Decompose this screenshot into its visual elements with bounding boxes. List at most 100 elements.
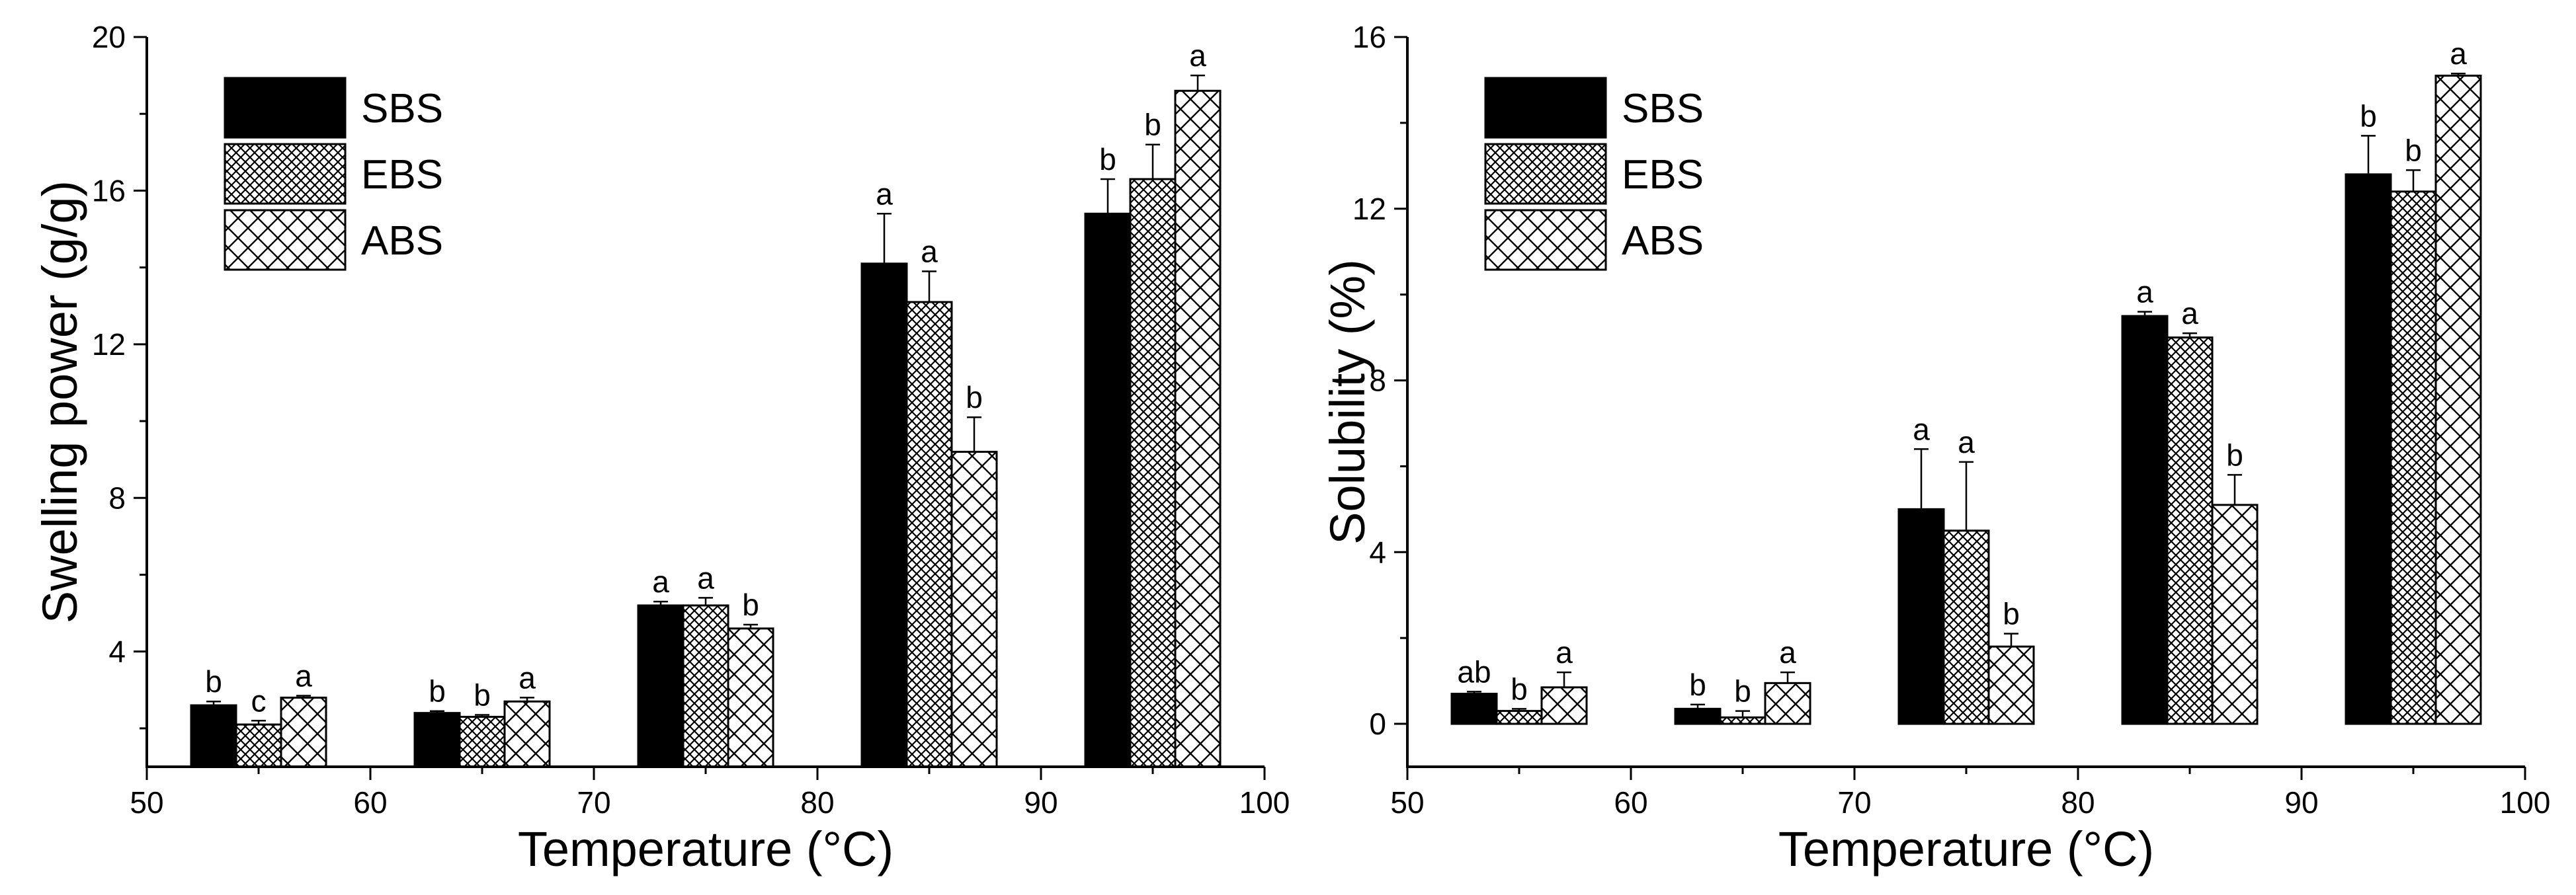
solubility-y-tick-label: 0 (1369, 707, 1386, 741)
swelling-bar-abs-65 (503, 700, 551, 768)
swelling-y-tick-label: 20 (92, 20, 126, 54)
solubility-significance-label: b (2226, 438, 2243, 472)
solubility-legend-swatch-ebs (1484, 143, 1607, 205)
swelling-error-bar-abs-65 (520, 697, 534, 702)
solubility-bar-abs-55 (1540, 686, 1588, 725)
solubility-x-axis-title: Temperature (°C) (1778, 822, 2154, 876)
solubility-error-bar-sbs-95 (2361, 135, 2376, 175)
solubility-bar-ebs-85 (2166, 336, 2214, 725)
swelling-significance-label: a (876, 176, 893, 211)
solubility-significance-label: b (2360, 98, 2377, 133)
swelling-legend-label-abs: ABS (361, 218, 443, 264)
swelling-bar-ebs-95 (1129, 178, 1177, 768)
swelling-bar-abs-95 (1174, 89, 1222, 768)
swelling-error-bar-sbs-55 (206, 700, 221, 706)
solubility-error-bar-abs-95 (2451, 72, 2466, 76)
swelling-bar-abs-55 (280, 696, 327, 768)
solubility-bar-ebs-75 (1942, 529, 1990, 725)
swelling-x-tick-label: 70 (577, 785, 610, 820)
swelling-significance-label: b (966, 380, 983, 414)
swelling-x-tick-label: 60 (353, 785, 387, 820)
solubility-bar-ebs-55 (1495, 710, 1543, 725)
solubility-y-tick-label: 12 (1352, 192, 1386, 226)
solubility-y-tick-label: 8 (1369, 364, 1386, 398)
swelling-x-tick-label: 50 (130, 785, 163, 820)
solubility-y-axis-title: Solubility (%) (1320, 259, 1375, 545)
swelling-y-tick-label: 12 (92, 327, 126, 362)
swelling-error-bar-ebs-85 (922, 270, 936, 302)
swelling-bar-sbs-65 (413, 712, 461, 768)
swelling-bar-abs-85 (950, 451, 998, 768)
solubility-bar-ebs-65 (1719, 716, 1766, 725)
solubility-legend-swatch-sbs (1484, 77, 1607, 139)
swelling-error-bar-abs-75 (743, 623, 758, 629)
swelling-x-tick-label: 80 (800, 785, 834, 820)
swelling-y-axis-title: Swelling power (g/g) (32, 180, 87, 623)
solubility-significance-label: a (2181, 296, 2198, 331)
swelling-bar-ebs-55 (235, 723, 282, 768)
solubility-bar-sbs-55 (1450, 693, 1498, 725)
solubility-error-bar-sbs-85 (2138, 311, 2152, 317)
swelling-bar-ebs-75 (682, 604, 729, 768)
solubility-significance-label: b (1734, 674, 1751, 709)
solubility-error-bar-ebs-55 (1512, 708, 1526, 711)
swelling-legend-label-ebs: EBS (361, 152, 443, 198)
solubility-legend: SBS EBS ABS (1484, 77, 1704, 271)
swelling-bar-sbs-95 (1084, 212, 1132, 768)
solubility-error-bar-ebs-95 (2406, 169, 2421, 192)
solubility-significance-label: b (1689, 668, 1706, 702)
solubility-bar-sbs-95 (2345, 173, 2392, 725)
swelling-significance-label: b (1099, 142, 1116, 176)
swelling-significance-label: b (1144, 108, 1161, 142)
solubility-error-bar-sbs-55 (1467, 691, 1481, 694)
swelling-x-tick-label: 100 (1239, 785, 1290, 820)
swelling-significance-label: a (921, 234, 938, 268)
solubility-bar-abs-85 (2211, 504, 2259, 725)
solubility-x-tick-label: 70 (1837, 785, 1871, 820)
solubility-bar-sbs-85 (2121, 315, 2169, 725)
swelling-bar-sbs-55 (190, 704, 237, 768)
solubility-bar-sbs-75 (1897, 508, 1945, 725)
swelling-error-bar-abs-85 (967, 416, 981, 452)
solubility-bar-sbs-65 (1674, 707, 1722, 725)
solubility-x-tick-label: 50 (1390, 785, 1424, 820)
swelling-significance-label: b (474, 678, 491, 713)
solubility-x-tick-label: 90 (2284, 785, 2318, 820)
solubility-legend-swatch-abs (1484, 209, 1607, 271)
swelling-y-tick-label: 16 (92, 173, 126, 208)
swelling-significance-label: b (742, 588, 759, 622)
solubility-significance-label: ab (1457, 654, 1491, 689)
solubility-significance-label: a (2450, 36, 2467, 71)
solubility-significance-label: a (2136, 275, 2153, 309)
solubility-x-tick-label: 60 (1614, 785, 1647, 820)
swelling-significance-label: a (697, 561, 714, 595)
solubility-significance-label: b (2003, 597, 2020, 631)
solubility-error-bar-abs-55 (1557, 671, 1571, 687)
solubility-bar-abs-95 (2434, 74, 2482, 725)
solubility-error-bar-ebs-65 (1735, 710, 1750, 718)
swelling-error-bar-abs-55 (296, 695, 311, 698)
swelling-error-bar-sbs-95 (1101, 178, 1115, 214)
swelling-significance-label: a (295, 659, 312, 693)
solubility-legend-label-sbs: SBS (1622, 86, 1704, 132)
solubility-error-bar-ebs-85 (2182, 332, 2197, 338)
swelling-x-tick-label: 90 (1024, 785, 1058, 820)
solubility-legend-label-ebs: EBS (1622, 152, 1704, 198)
solubility-x-tick-label: 100 (2500, 785, 2551, 820)
solubility-x-tick-label: 80 (2061, 785, 2095, 820)
swelling-error-bar-abs-95 (1190, 74, 1205, 91)
solubility-significance-label: a (1958, 425, 1975, 459)
swelling-significance-label: a (1189, 38, 1206, 73)
swelling-error-bar-ebs-75 (698, 597, 713, 605)
swelling-error-bar-sbs-65 (430, 710, 444, 713)
swelling-error-bar-sbs-75 (653, 600, 668, 605)
solubility-error-bar-sbs-65 (1690, 703, 1705, 709)
swelling-y-tick-label: 4 (108, 635, 126, 669)
swelling-significance-label: b (429, 674, 446, 709)
solubility-bar-ebs-95 (2389, 190, 2437, 725)
swelling-error-bar-ebs-65 (475, 714, 489, 717)
solubility-error-bar-abs-85 (2227, 474, 2242, 505)
